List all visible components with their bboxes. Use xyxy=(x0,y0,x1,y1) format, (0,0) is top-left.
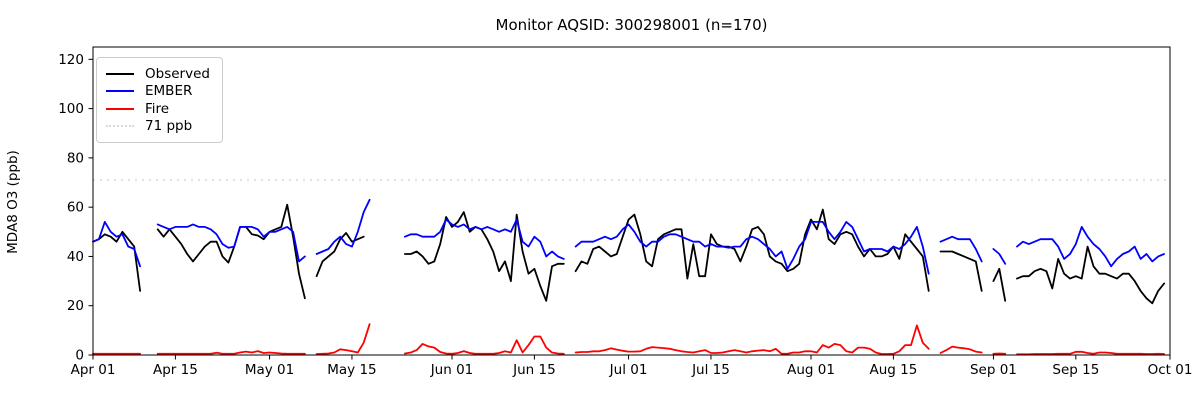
observed-line xyxy=(315,232,365,278)
fire-line-swatch xyxy=(106,107,134,110)
legend-label-ember: EMBER xyxy=(145,83,193,100)
x-tick-label: Sep 01 xyxy=(970,362,1017,378)
x-tick-label: Apr 01 xyxy=(71,362,116,378)
fire-line xyxy=(315,323,371,355)
y-tick-label: 0 xyxy=(75,348,84,364)
ember-line xyxy=(939,235,983,263)
legend-label-observed: Observed xyxy=(145,65,210,82)
ember-line xyxy=(315,198,371,255)
x-tick-label: Jul 01 xyxy=(609,362,648,378)
x-tick-label: Apr 15 xyxy=(153,362,198,378)
fire-line xyxy=(939,345,983,354)
observed-line xyxy=(574,208,930,292)
ember-line xyxy=(574,220,930,275)
y-tick-label: 20 xyxy=(67,298,84,314)
fire-line xyxy=(156,350,306,355)
legend-item-observed: Observed xyxy=(106,65,210,83)
observed-line xyxy=(156,203,306,300)
threshold-line-swatch xyxy=(106,125,134,128)
x-tick-label: Jul 15 xyxy=(691,362,730,378)
observed-line xyxy=(939,250,983,292)
ember-line xyxy=(403,218,565,260)
x-tick-label: Aug 01 xyxy=(787,362,835,378)
observed-line xyxy=(92,230,142,292)
legend-label-fire: Fire xyxy=(145,100,170,117)
x-tick-label: May 01 xyxy=(245,362,294,378)
observed-line-swatch xyxy=(106,72,134,75)
x-tick-label: Aug 15 xyxy=(869,362,917,378)
y-tick-label: 100 xyxy=(58,101,84,117)
fire-line xyxy=(403,335,565,355)
y-axis-label: MDA8 O3 (ppb) xyxy=(5,150,21,254)
legend-label-threshold: 71 ppb xyxy=(145,118,193,135)
ember-line-swatch xyxy=(106,90,134,93)
ember-line xyxy=(1016,225,1165,268)
legend-item-ember: EMBER xyxy=(106,83,210,101)
ember-line xyxy=(992,248,1007,265)
x-tick-label: Jun 01 xyxy=(430,362,474,378)
fire-line xyxy=(574,324,930,355)
legend-item-threshold: 71 ppb xyxy=(106,118,210,136)
ember-line xyxy=(156,223,306,263)
ember-line xyxy=(92,220,142,268)
observed-line xyxy=(992,267,1007,302)
y-tick-label: 80 xyxy=(67,150,84,166)
chart-title: Monitor AQSID: 300298001 (n=170) xyxy=(495,16,768,34)
x-tick-label: May 15 xyxy=(327,362,376,378)
observed-line xyxy=(1016,245,1165,305)
fire-line xyxy=(1016,350,1165,356)
x-tick-label: Oct 01 xyxy=(1148,362,1193,378)
y-tick-label: 120 xyxy=(58,52,84,68)
y-tick-label: 60 xyxy=(67,200,84,216)
x-tick-label: Jun 15 xyxy=(512,362,556,378)
plot-frame xyxy=(92,46,1171,356)
y-tick-label: 40 xyxy=(67,249,84,265)
legend-item-fire: Fire xyxy=(106,100,210,118)
x-tick-label: Sep 15 xyxy=(1052,362,1099,378)
legend-box: Observed EMBER Fire 71 ppb xyxy=(96,57,223,143)
observed-line xyxy=(403,211,565,302)
